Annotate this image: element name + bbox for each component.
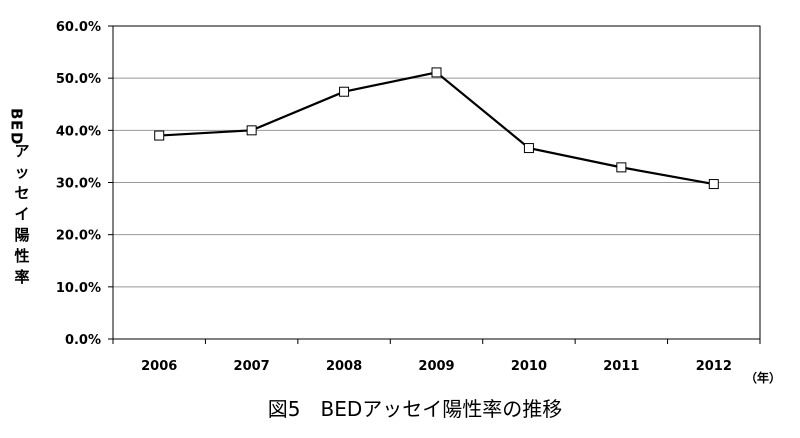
y-axis-label-char: D [8, 132, 26, 144]
series-line [154, 67, 719, 190]
y-tick-label: 40.0% [56, 124, 101, 139]
y-axis-label-char: ア [14, 142, 29, 160]
y-tick-label: 60.0% [56, 20, 101, 35]
x-axis-unit-label: （年） [745, 370, 781, 385]
data-point-2009 [431, 67, 442, 78]
x-tick-label: 2010 [511, 359, 547, 374]
y-tick-label: 0.0% [65, 333, 101, 348]
data-point-2010 [523, 143, 534, 154]
y-axis-label-char: 性 [14, 247, 29, 265]
x-tick-labels: 2006 2007 2008 2009 2010 2011 2012 [141, 359, 732, 374]
y-axis-label-char: 陽 [14, 226, 29, 244]
y-tick-labels: 0.0% 10.0% 20.0% 30.0% 40.0% 50.0% 60.0% [56, 20, 101, 348]
y-axis-label: BEDアッセイ陽性率 [8, 108, 30, 286]
y-tick-label: 30.0% [56, 177, 101, 192]
x-tick-label: 2009 [418, 359, 454, 374]
data-point-2008 [339, 86, 350, 97]
x-tick-label: 2006 [141, 359, 177, 374]
data-point-2011 [616, 162, 627, 173]
x-tick-label: 2007 [234, 359, 270, 374]
y-tick-label: 20.0% [56, 229, 101, 244]
data-point-2007 [246, 125, 257, 136]
x-tick-label: 2011 [603, 359, 639, 374]
y-axis-label-char: イ [14, 205, 29, 223]
y-tick-label: 10.0% [56, 281, 101, 296]
data-point-2012 [708, 179, 719, 190]
y-axis-label-char: B [8, 108, 26, 119]
y-axis-label-char: 率 [14, 268, 29, 286]
plot-frame [112, 25, 761, 340]
y-axis-label-char: セ [14, 184, 29, 202]
y-axis-label-char: E [8, 120, 26, 130]
data-point-2006 [154, 130, 165, 141]
figure-caption: 図5 BEDアッセイ陽性率の推移 [268, 397, 562, 421]
series-polyline [159, 71, 714, 186]
y-axis-label-char: ッ [14, 163, 29, 181]
x-tick-label: 2012 [696, 359, 732, 374]
x-tick-label: 2008 [326, 359, 362, 374]
y-tick-label: 50.0% [56, 72, 101, 87]
grid-lines [108, 25, 761, 344]
